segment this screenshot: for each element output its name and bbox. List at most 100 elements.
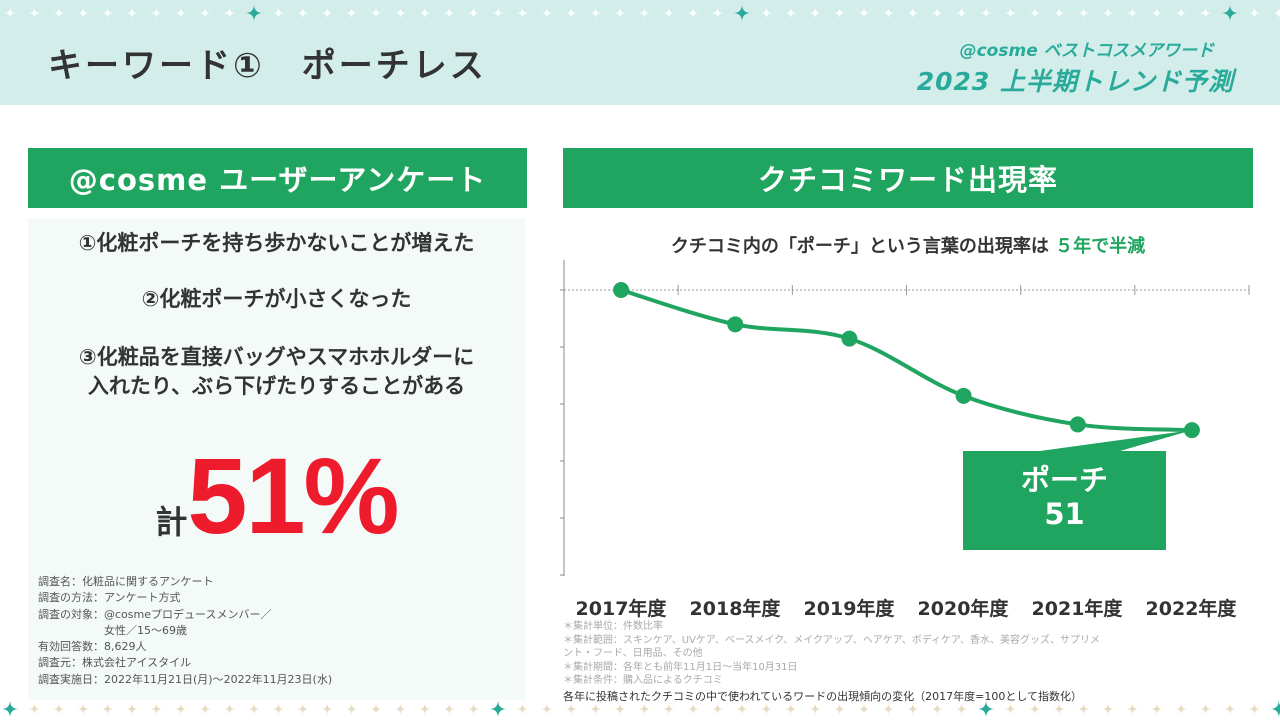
sparkle-icon: [101, 703, 114, 715]
sparkle-icon: [1053, 703, 1066, 715]
sparkle-icon: [223, 703, 236, 715]
sparkle-icon: [321, 7, 334, 19]
sparkle-icon: [443, 703, 456, 715]
sparkle-icon: [565, 703, 578, 715]
sparkle-icon: [614, 703, 626, 715]
x-tick-label: 2022年度: [1145, 598, 1237, 620]
sparkle-icon: [345, 703, 358, 715]
sparkle-icon: [199, 7, 212, 19]
sparkle-icon: [760, 7, 773, 19]
note-line: ＊集計単位：件数比率: [563, 621, 663, 632]
sparkle-icon: [1224, 703, 1236, 715]
sparkle-icon: [28, 7, 41, 19]
sparkle-icon: [931, 703, 944, 715]
sparkle-icon: [272, 703, 285, 715]
survey-panel-heading: @cosme ユーザーアンケート: [28, 148, 527, 208]
data-point: [841, 330, 858, 347]
sparkle-icon: [467, 703, 480, 715]
chart-caption-highlight: ５年で半減: [1055, 236, 1146, 257]
sparkle-icon: [784, 703, 797, 715]
chart-notes: ＊集計単位：件数比率 ＊集計範囲：スキンケア、UVケア、ベースメイク、メイクアッ…: [563, 620, 1163, 688]
sparkle-icon: [394, 7, 407, 19]
survey-info: 調査名：化粧品に関するアンケート 調査の方法：アンケート方式 調査の対象：@co…: [38, 574, 518, 688]
sparkle-icon: [443, 7, 456, 19]
sparkle-icon: [1150, 7, 1163, 19]
sparkle-icon: [980, 7, 992, 19]
sparkle-icon: [540, 7, 553, 19]
sparkle-icon: [858, 7, 870, 19]
sparkle-icon: [589, 7, 602, 19]
sparkle-icon: [345, 7, 358, 19]
sparkle-icon: [1028, 703, 1041, 715]
sparkle-icon: [321, 703, 334, 715]
total-prefix: 計: [155, 503, 188, 541]
sparkle-icon: [540, 703, 553, 715]
sparkle-icon: [833, 7, 846, 19]
survey-item-1: ①化粧ポーチを持ち歩かないことが増えた: [78, 231, 475, 255]
x-tick-label: 2020年度: [917, 598, 1009, 620]
survey-total: 計51%: [28, 433, 525, 558]
sparkle-icon: [492, 7, 504, 19]
sparkle-icon: [245, 4, 263, 22]
sparkle-icon: [272, 7, 285, 19]
chart-panel-heading: クチコミワード出現率: [563, 148, 1253, 208]
sparkle-icon: [77, 7, 90, 19]
sparkle-icon: [126, 7, 138, 19]
sparkle-decoration-top: [0, 2, 1280, 24]
sparkle-icon: [662, 7, 675, 19]
sparkle-icon: [1102, 7, 1114, 19]
sparkle-icon: [1126, 7, 1139, 19]
info-line: 調査の方法：アンケート方式: [38, 591, 181, 605]
survey-panel: ①化粧ポーチを持ち歩かないことが増えた ②化粧ポーチが小さくなった ③化粧品を直…: [28, 218, 525, 700]
sparkle-icon: [662, 703, 675, 715]
series-callout: ポーチ 51: [963, 451, 1166, 550]
sparkle-icon: [174, 703, 187, 715]
series-line: [620, 288, 1193, 433]
page-title: キーワード① ポーチレス: [48, 46, 487, 86]
sparkle-icon: [516, 703, 529, 715]
sparkle-icon: [1126, 703, 1139, 715]
sparkle-icon: [174, 7, 187, 19]
sparkle-icon: [1199, 7, 1212, 19]
survey-item-2: ②化粧ポーチが小さくなった: [141, 287, 412, 311]
sparkle-icon: [1004, 7, 1017, 19]
sparkle-icon: [687, 7, 700, 19]
sparkle-icon: [638, 7, 651, 19]
sparkle-icon: [1175, 703, 1188, 715]
sparkle-icon: [906, 7, 919, 19]
sparkle-icon: [1, 700, 19, 718]
brand-award-name: @cosme ベストコスメアワード: [959, 41, 1214, 61]
data-point: [1183, 422, 1200, 439]
sparkle-icon: [516, 7, 529, 19]
sparkle-icon: [614, 7, 626, 19]
sparkle-icon: [4, 7, 16, 19]
sparkle-icon: [1199, 703, 1212, 715]
sparkle-icon: [394, 703, 407, 715]
sparkle-icon: [248, 703, 260, 715]
sparkle-icon: [489, 700, 507, 718]
sparkle-icon: [977, 700, 995, 718]
line-chart: [560, 260, 1250, 576]
sparkle-icon: [418, 7, 431, 19]
x-tick-label: 2018年度: [689, 598, 781, 620]
sparkle-icon: [467, 7, 480, 19]
sparkle-icon: [638, 703, 651, 715]
sparkle-icon: [370, 703, 382, 715]
sparkle-icon: [784, 7, 797, 19]
sparkle-icon: [833, 703, 846, 715]
x-tick-label: 2021年度: [1031, 598, 1123, 620]
sparkle-icon: [101, 7, 114, 19]
sparkle-icon: [150, 703, 163, 715]
sparkle-icon: [955, 7, 968, 19]
note-line: ント・フード、日用品、その他: [563, 648, 703, 659]
sparkle-icon: [1175, 7, 1188, 19]
sparkle-icon: [370, 7, 382, 19]
total-value: 51%: [187, 435, 399, 556]
sparkle-icon: [882, 7, 895, 19]
sparkle-icon: [1077, 703, 1090, 715]
sparkle-icon: [931, 7, 944, 19]
sparkle-icon: [955, 703, 968, 715]
x-tick-label: 2019年度: [803, 598, 895, 620]
sparkle-icon: [882, 703, 895, 715]
sparkle-icon: [1053, 7, 1066, 19]
